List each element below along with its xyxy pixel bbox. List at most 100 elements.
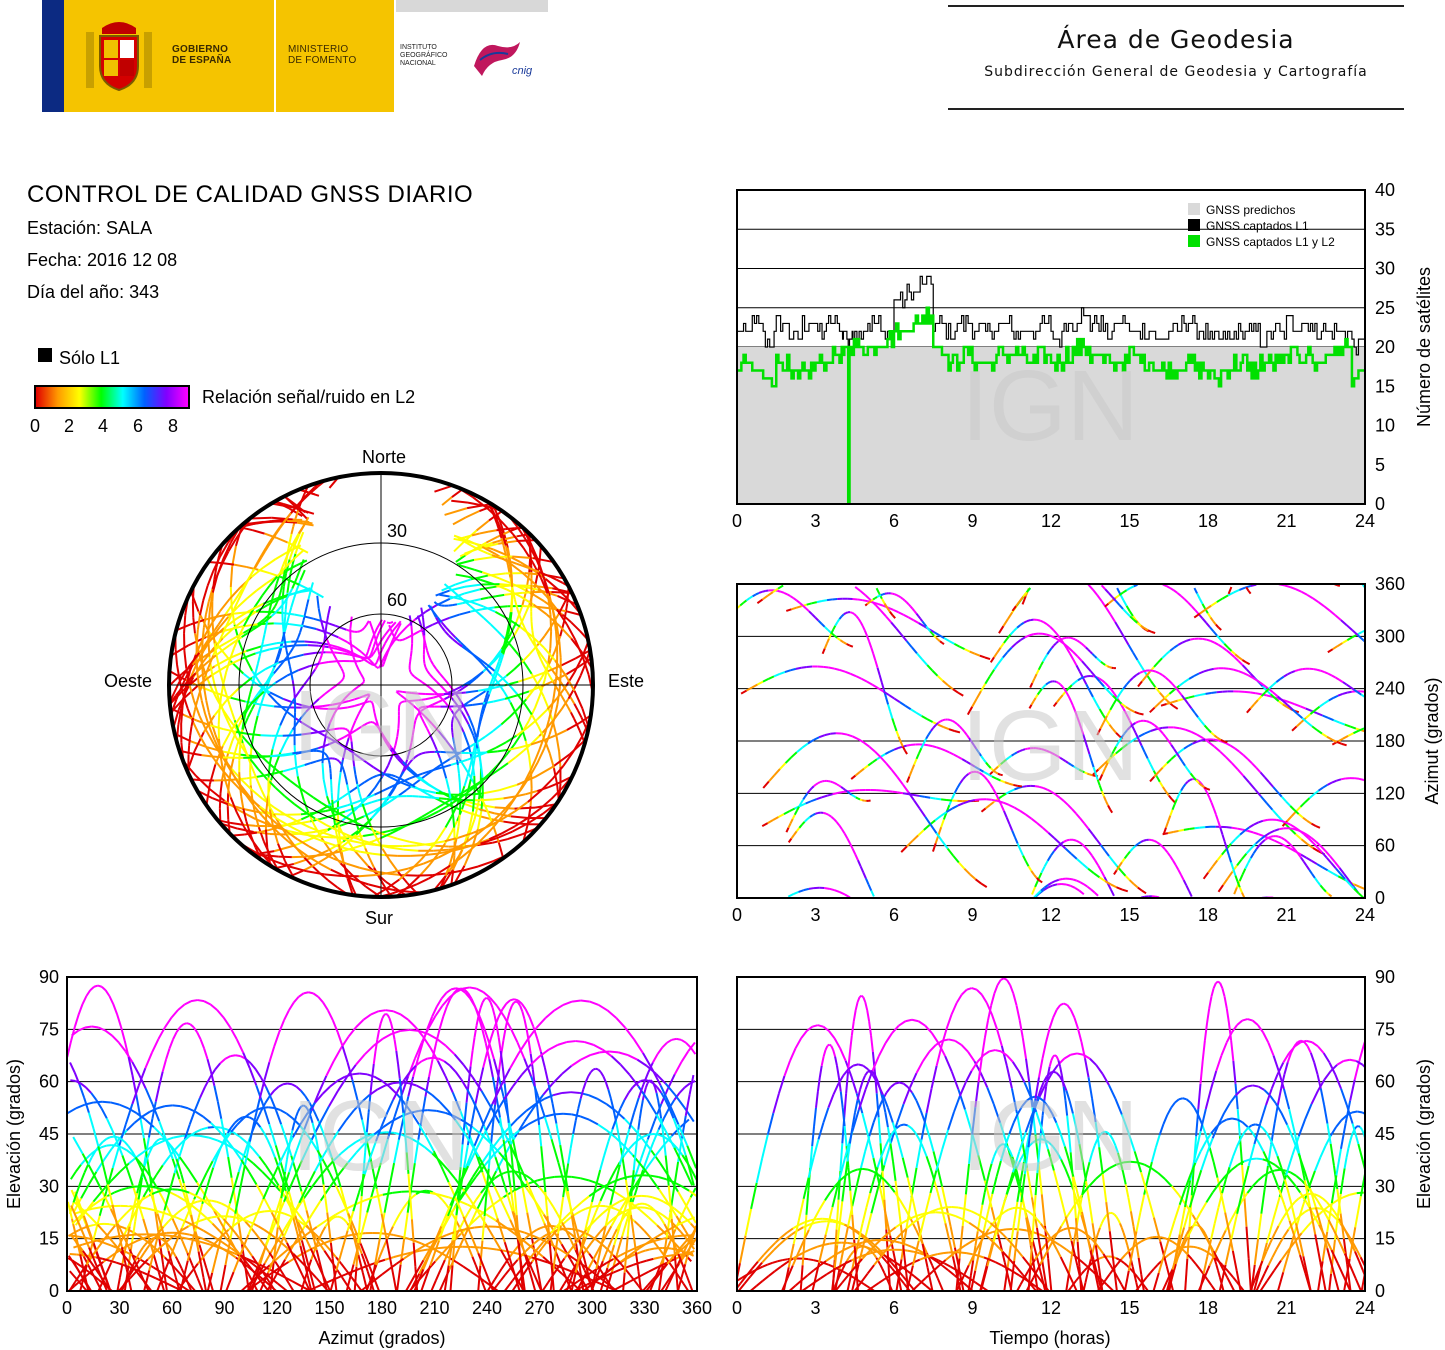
skyplot-track-segment xyxy=(507,746,520,751)
azimuth-time-track-segment xyxy=(841,828,846,835)
azimuth-time-track-segment xyxy=(809,814,814,818)
azimuth-time-track-segment xyxy=(1401,618,1406,619)
azimuth-time-track-segment xyxy=(888,694,895,700)
skyplot-track-segment xyxy=(301,831,314,839)
skyplot-track-segment xyxy=(455,573,469,578)
skyplot-track-segment xyxy=(309,731,318,735)
azimuth-time-track-segment xyxy=(1194,693,1201,698)
azimuth-time-track-segment xyxy=(1181,694,1186,701)
skyplot-track-segment xyxy=(287,544,302,553)
skyplot-track-segment xyxy=(389,749,399,760)
skyplot-track-segment xyxy=(219,752,224,768)
skyplot-track-segment xyxy=(263,681,277,693)
azimuth-time-track-segment xyxy=(1048,751,1053,755)
azimuth-time-track-segment xyxy=(731,611,734,614)
skyplot-track-segment xyxy=(456,764,460,774)
skyplot-track-segment xyxy=(209,610,221,626)
elevation-azimuth-track-segment xyxy=(138,1073,147,1089)
skyplot-track-segment xyxy=(283,616,287,625)
elevation-azimuth-track-segment xyxy=(474,1264,480,1274)
azimuth-time-track-segment xyxy=(1391,620,1396,621)
azimuth-time-track-segment xyxy=(1314,877,1319,883)
azimuth-time-track-segment xyxy=(1154,724,1159,729)
skyplot-track-segment xyxy=(280,584,284,591)
azimuth-time-track-segment xyxy=(921,658,928,666)
skyplot-track-segment xyxy=(256,706,262,717)
skyplot-track-segment xyxy=(181,679,190,689)
skyplot-track-segment xyxy=(288,590,302,596)
azimuth-time-track-segment xyxy=(1211,859,1219,868)
azimuth-time-track-segment xyxy=(1072,658,1078,666)
azimuth-time-track-segment xyxy=(854,586,861,592)
skyplot-track-segment xyxy=(466,503,492,510)
skyplot-track-segment xyxy=(524,663,533,675)
azimuth-time-track-segment xyxy=(1187,601,1193,608)
skyplot-track-segment xyxy=(471,670,484,681)
elevation-azimuth-track-segment xyxy=(532,1229,538,1233)
skyplot-track-segment xyxy=(467,715,475,728)
skyplot-track-segment xyxy=(504,694,518,700)
skyplot-track-segment xyxy=(573,690,584,709)
azimuth-time-track-segment xyxy=(805,607,810,613)
azimuth-time-track-segment xyxy=(751,683,759,689)
azimuth-time-track-segment xyxy=(792,597,798,602)
skyplot-track-segment xyxy=(187,745,191,755)
skyplot-track-segment xyxy=(275,674,288,684)
azimuth-time-track-segment xyxy=(1331,738,1338,743)
skyplot-track-segment xyxy=(517,653,526,665)
azimuth-time-track-segment xyxy=(1122,608,1128,614)
azimuth-time-track-segment xyxy=(1106,882,1112,890)
skyplot-track-segment xyxy=(370,810,379,820)
azimuth-time-track-segment xyxy=(757,680,764,686)
skyplot-track-segment xyxy=(424,623,433,630)
azimuth-time-track-segment xyxy=(1129,615,1135,621)
azimuth-time-track-segment xyxy=(1037,872,1043,881)
azimuth-time-track-segment xyxy=(905,640,913,648)
azimuth-time-track-segment xyxy=(1228,667,1234,671)
skyplot-track-segment xyxy=(342,676,345,680)
elevation-azimuth-track-segment xyxy=(561,1065,573,1075)
skyplot-track-segment xyxy=(412,724,416,730)
azimuth-time-track-segment xyxy=(806,816,811,820)
skyplot-track-segment xyxy=(383,657,387,662)
elevation-azimuth-track-segment xyxy=(127,1056,134,1076)
azimuth-time-track-segment xyxy=(812,812,816,817)
azimuth-time-track-segment xyxy=(1076,879,1081,884)
skyplot-track-segment xyxy=(581,656,590,675)
azimuth-time-track-segment xyxy=(1002,801,1010,806)
skyplot-track-segment xyxy=(209,788,226,802)
skyplot-track-segment xyxy=(283,612,295,616)
skyplot-track-segment xyxy=(442,763,452,769)
skyplot-track-segment xyxy=(545,719,550,731)
azimuth-time-track-segment xyxy=(1358,777,1364,781)
skyplot-track-segment xyxy=(261,642,278,648)
skyplot-track-segment xyxy=(503,795,515,800)
skyplot-track-segment xyxy=(192,617,196,634)
azimuth-time-track-segment xyxy=(1086,885,1092,891)
azimuth-time-track-segment xyxy=(784,669,791,674)
skyplot-track-segment xyxy=(386,621,390,624)
azimuth-time-track-segment xyxy=(1122,708,1128,715)
skyplot-track-segment xyxy=(213,758,224,771)
satellite-count-ytick: 25 xyxy=(1375,298,1395,318)
azimuth-time-track-segment xyxy=(1037,665,1042,671)
azimuth-time-track-segment xyxy=(1202,871,1209,880)
azimuth-time-track-segment xyxy=(1081,843,1087,849)
azimuth-time-track-segment xyxy=(1440,620,1445,621)
azimuth-time-track-segment xyxy=(829,887,835,892)
gobierno-text: GOBIERNO DE ESPAÑA xyxy=(172,44,231,66)
azimuth-time-track-segment xyxy=(1078,768,1083,772)
skyplot-track-segment xyxy=(341,766,345,771)
skyplot-track-segment xyxy=(382,735,389,743)
azimuth-time-track-segment xyxy=(1030,870,1035,876)
azimuth-time-track-segment xyxy=(1204,604,1212,611)
azimuth-time-track-segment xyxy=(1076,639,1081,643)
station-label: Estación: SALA xyxy=(27,218,153,238)
skyplot-track-segment xyxy=(226,638,234,644)
skyplot-track-segment xyxy=(307,644,319,647)
skyplot-track-segment xyxy=(359,781,366,787)
azimuth-time-track-segment xyxy=(1157,766,1164,773)
elevation-azimuth-track-segment xyxy=(464,1240,471,1250)
skyplot-track-segment xyxy=(285,752,293,756)
